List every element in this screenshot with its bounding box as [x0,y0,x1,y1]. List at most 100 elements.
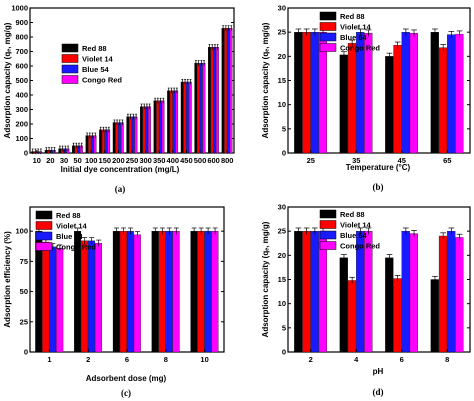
y-tick-label: 500 [15,76,28,85]
x-axis-label: Initial dye concentration (mg/L) [61,165,180,174]
bar [455,237,464,353]
bar [393,278,402,353]
bar [175,90,179,154]
bar [112,122,116,154]
x-tick-label: 10 [200,355,208,364]
bar [229,28,233,154]
bar [199,62,203,154]
bar [153,100,157,154]
bar [112,231,120,353]
x-axis-label: pH [373,367,384,376]
bar [156,100,160,154]
bar [409,233,418,353]
x-tick-label: 1 [47,355,51,364]
x-tick-label: 800 [221,156,234,165]
bar [294,231,303,353]
bar [142,106,146,154]
legend-label: Red 88 [82,44,107,53]
x-tick-label: 200 [112,156,125,165]
bar [99,129,102,154]
x-axis-label: Temperature (°C) [346,163,411,172]
x-tick-label: 4 [354,355,359,364]
x-tick-label: 100 [85,156,98,165]
bar [213,47,217,154]
bar [385,257,394,353]
legend-swatch [35,231,53,241]
bar [183,81,187,154]
bar [202,62,206,154]
x-tick-label: 600 [207,156,220,165]
bar [347,43,357,154]
bar [430,279,439,353]
x-tick-label: 500 [194,156,207,165]
y-tick-label: 400 [15,91,28,100]
x-tick-label: 350 [153,156,166,165]
bar [339,257,348,353]
bar [224,28,228,154]
legend-swatch [319,43,337,52]
x-tick-label: 150 [99,156,112,165]
x-tick-label: 300 [139,156,152,165]
panel-caption: (a) [115,184,126,194]
bar [172,90,176,154]
bar [120,122,124,154]
panel-caption: (d) [373,387,384,397]
bar [145,106,149,154]
bar [180,81,184,154]
bar [115,122,119,154]
bar [409,32,418,154]
bar [211,231,219,353]
legend-swatch [319,230,337,240]
bar [347,280,357,353]
legend-swatch [319,241,337,250]
panel-caption: (c) [121,388,131,398]
x-tick-label: 10 [33,156,41,165]
bar [126,116,130,154]
legend-label: Violet 14 [56,222,88,231]
legend-label: Blue 54 [56,232,84,241]
bar [101,129,105,154]
bar [134,116,138,154]
bar [430,32,439,154]
y-tick-label: 0 [282,149,286,158]
bar [310,231,319,353]
panel-caption: (b) [373,182,384,192]
legend-swatch [61,75,79,84]
bar [95,243,103,353]
y-axis-label: Adsorption capacity (qₑ, mg/g) [261,22,270,138]
x-tick-label: 8 [164,355,168,364]
x-tick-label: 8 [445,355,449,364]
x-tick-label: 50 [73,156,81,165]
bar [194,62,198,154]
y-axis-label: Adsorption efficiency (%) [3,231,12,328]
x-tick-label: 2 [86,355,90,364]
bar [401,32,410,154]
legend-swatch [35,221,53,230]
y-tick-label: 10 [278,100,286,109]
x-tick-label: 35 [352,156,360,165]
legend-label: Congo Red [82,76,122,85]
bar [302,231,311,353]
legend-label: Red 88 [56,211,81,220]
y-tick-label: 800 [15,33,28,42]
bar [385,56,394,154]
chart-panel-b: 0 5 10 15 20 25 30 25 35 45 65 Temperature (°C) Adso… [261,4,471,192]
y-tick-label: 75 [20,257,28,266]
bar [221,28,225,154]
y-tick-label: 600 [15,62,28,71]
bar [161,100,165,154]
bar [197,62,200,154]
y-tick-label: 30 [278,4,286,13]
x-tick-label: 6 [400,355,404,364]
x-tick-label: 20 [46,156,54,165]
legend-label: Red 88 [340,12,365,21]
bar [165,231,173,353]
x-tick-label: 65 [443,156,451,165]
x-tick-label: 250 [126,156,139,165]
bar [438,47,448,154]
bar [188,81,192,154]
bar [42,241,50,353]
y-tick-label: 25 [20,317,28,326]
chart-panel-c: 0 25 50 75 100 1 2 6 8 10 Adsorbent dose (mg) Adsor… [3,206,225,398]
